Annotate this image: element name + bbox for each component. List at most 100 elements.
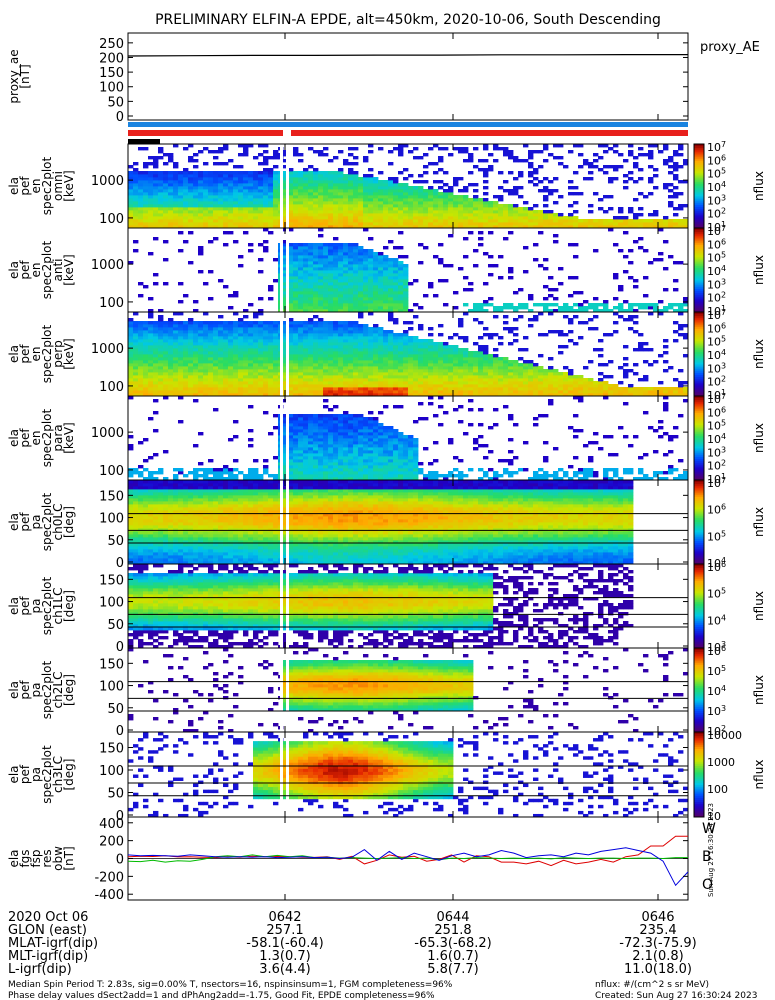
heatmap-cell (288, 207, 294, 211)
heatmap-cell (188, 336, 194, 340)
heatmap-cell (258, 204, 264, 208)
heatmap-cell (368, 183, 374, 187)
heatmap-cell (373, 198, 379, 202)
heatmap-cell (548, 303, 554, 307)
heatmap-cell (318, 294, 324, 298)
heatmap-cell (353, 264, 359, 268)
heatmap-cell (483, 327, 489, 331)
heatmap-cell (653, 390, 659, 394)
heatmap-cell (448, 372, 454, 376)
heatmap-cell (358, 258, 364, 262)
heatmap-cell (498, 207, 504, 211)
heatmap-cell (448, 207, 454, 211)
heatmap-cell (168, 336, 174, 340)
heatmap-cell (508, 267, 514, 271)
heatmap-cell (483, 378, 489, 382)
heatmap-cell (293, 204, 299, 208)
heatmap-cell (648, 177, 654, 181)
heatmap-cell (403, 279, 409, 283)
heatmap-cell (363, 249, 369, 253)
heatmap-cell (653, 219, 659, 223)
heatmap-cell (378, 345, 384, 349)
heatmap-cell (203, 363, 209, 367)
heatmap-cell (598, 390, 604, 394)
heatmap-cell (178, 183, 184, 187)
heatmap-cell (288, 279, 294, 283)
heatmap-cell (598, 303, 604, 307)
heatmap-cell (198, 393, 204, 397)
heatmap-cell (238, 177, 244, 181)
heatmap-cell (253, 189, 259, 193)
heatmap-cell (333, 375, 339, 379)
ylabel-line: ela (7, 177, 21, 195)
heatmap-cell (443, 213, 449, 217)
heatmap-cell (328, 258, 334, 262)
heatmap-cell (178, 219, 184, 223)
heatmap-cell (478, 336, 484, 340)
heatmap-cell (443, 342, 449, 346)
heatmap-cell (443, 189, 449, 193)
heatmap-cell (298, 309, 304, 313)
heatmap-cell (293, 372, 299, 376)
heatmap-cell (418, 378, 424, 382)
heatmap-cell (273, 189, 279, 193)
heatmap-cell (308, 198, 314, 202)
heatmap-cell (668, 225, 674, 229)
heatmap-cell (323, 363, 329, 367)
heatmap-cell (438, 345, 444, 349)
heatmap-cell (303, 288, 309, 292)
heatmap-cell (643, 195, 649, 199)
heatmap-cell (273, 180, 279, 184)
heatmap-cell (153, 183, 159, 187)
heatmap-cell (293, 285, 299, 289)
heatmap-cell (153, 333, 159, 337)
heatmap-cell (408, 387, 414, 391)
heatmap-cell (358, 309, 364, 313)
heatmap-cell (453, 147, 459, 151)
heatmap-cell (303, 297, 309, 301)
heatmap-cell (473, 306, 479, 310)
heatmap-cell (428, 357, 434, 361)
heatmap-cell (598, 198, 604, 202)
heatmap-cell (168, 378, 174, 382)
heatmap-cell (548, 225, 554, 229)
heatmap-cell (553, 369, 559, 373)
heatmap-cell (243, 153, 249, 157)
chart-title: PRELIMINARY ELFIN-A EPDE, alt=450km, 202… (155, 12, 661, 28)
heatmap-cell (618, 165, 624, 169)
heatmap-cell (473, 213, 479, 217)
heatmap-cell (328, 249, 334, 253)
heatmap-cell (338, 219, 344, 223)
heatmap-cell (243, 219, 249, 223)
heatmap-cell (213, 162, 219, 166)
heatmap-cell (393, 393, 399, 397)
heatmap-cell (288, 252, 294, 256)
heatmap-cell (588, 378, 594, 382)
heatmap-cell (173, 324, 179, 328)
heatmap-cell (128, 222, 134, 226)
heatmap-cell (143, 201, 149, 205)
heatmap-cell (138, 321, 144, 325)
heatmap-cell (238, 390, 244, 394)
heatmap-cell (563, 225, 569, 229)
heatmap-cell (673, 150, 679, 154)
heatmap-cell (673, 288, 679, 292)
heatmap-cell (358, 288, 364, 292)
heatmap-cell (173, 213, 179, 217)
heatmap-cell (463, 237, 469, 241)
heatmap-cell (233, 174, 239, 178)
heatmap-cell (303, 345, 309, 349)
heatmap-cell (148, 315, 154, 319)
colorbar-tick: 102 (707, 207, 726, 221)
heatmap-cell (383, 351, 389, 355)
heatmap-cell (598, 168, 604, 172)
heatmap-cell (363, 192, 369, 196)
heatmap-cell (263, 390, 269, 394)
heatmap-cell (358, 177, 364, 181)
heatmap-cell (413, 372, 419, 376)
heatmap-cell (148, 375, 154, 379)
heatmap-cell (243, 342, 249, 346)
heatmap-cell (618, 390, 624, 394)
heatmap-cell (443, 183, 449, 187)
heatmap-cell (548, 387, 554, 391)
